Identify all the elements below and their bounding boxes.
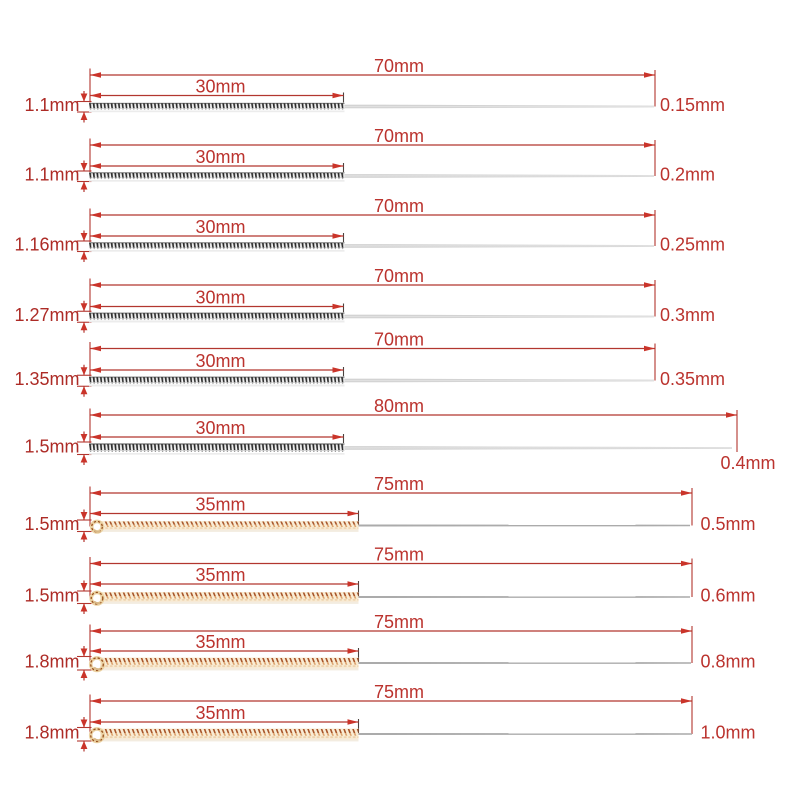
svg-text:30mm: 30mm <box>195 351 245 371</box>
svg-text:0.2mm: 0.2mm <box>660 165 715 185</box>
svg-text:30mm: 30mm <box>195 287 245 307</box>
svg-text:75mm: 75mm <box>374 682 424 702</box>
svg-text:0.8mm: 0.8mm <box>701 652 756 672</box>
svg-text:1.27mm: 1.27mm <box>14 305 79 325</box>
svg-text:35mm: 35mm <box>195 703 245 723</box>
svg-text:75mm: 75mm <box>374 474 424 494</box>
svg-text:0.6mm: 0.6mm <box>701 586 756 606</box>
svg-text:0.5mm: 0.5mm <box>701 514 756 534</box>
svg-text:0.15mm: 0.15mm <box>660 95 725 115</box>
svg-text:35mm: 35mm <box>195 494 245 514</box>
svg-text:35mm: 35mm <box>195 632 245 652</box>
svg-text:75mm: 75mm <box>374 612 424 632</box>
svg-text:75mm: 75mm <box>374 545 424 565</box>
svg-text:30mm: 30mm <box>195 147 245 167</box>
svg-text:1.8mm: 1.8mm <box>24 652 79 672</box>
svg-text:70mm: 70mm <box>374 126 424 146</box>
svg-text:1.5mm: 1.5mm <box>24 437 79 457</box>
svg-text:70mm: 70mm <box>374 266 424 286</box>
svg-text:1.35mm: 1.35mm <box>14 369 79 389</box>
svg-text:30mm: 30mm <box>195 418 245 438</box>
svg-text:1.0mm: 1.0mm <box>701 723 756 743</box>
svg-text:70mm: 70mm <box>374 330 424 350</box>
svg-text:0.25mm: 0.25mm <box>660 235 725 255</box>
svg-text:1.1mm: 1.1mm <box>24 95 79 115</box>
svg-text:1.5mm: 1.5mm <box>24 586 79 606</box>
svg-text:70mm: 70mm <box>374 196 424 216</box>
svg-text:0.35mm: 0.35mm <box>660 369 725 389</box>
svg-text:30mm: 30mm <box>195 217 245 237</box>
svg-text:1.5mm: 1.5mm <box>24 514 79 534</box>
svg-text:35mm: 35mm <box>195 565 245 585</box>
svg-text:80mm: 80mm <box>374 396 424 416</box>
svg-text:70mm: 70mm <box>374 56 424 76</box>
svg-text:1.16mm: 1.16mm <box>14 235 79 255</box>
svg-text:1.8mm: 1.8mm <box>24 723 79 743</box>
svg-text:30mm: 30mm <box>195 76 245 96</box>
svg-text:0.3mm: 0.3mm <box>660 305 715 325</box>
svg-text:1.1mm: 1.1mm <box>24 165 79 185</box>
svg-text:0.4mm: 0.4mm <box>721 453 776 473</box>
